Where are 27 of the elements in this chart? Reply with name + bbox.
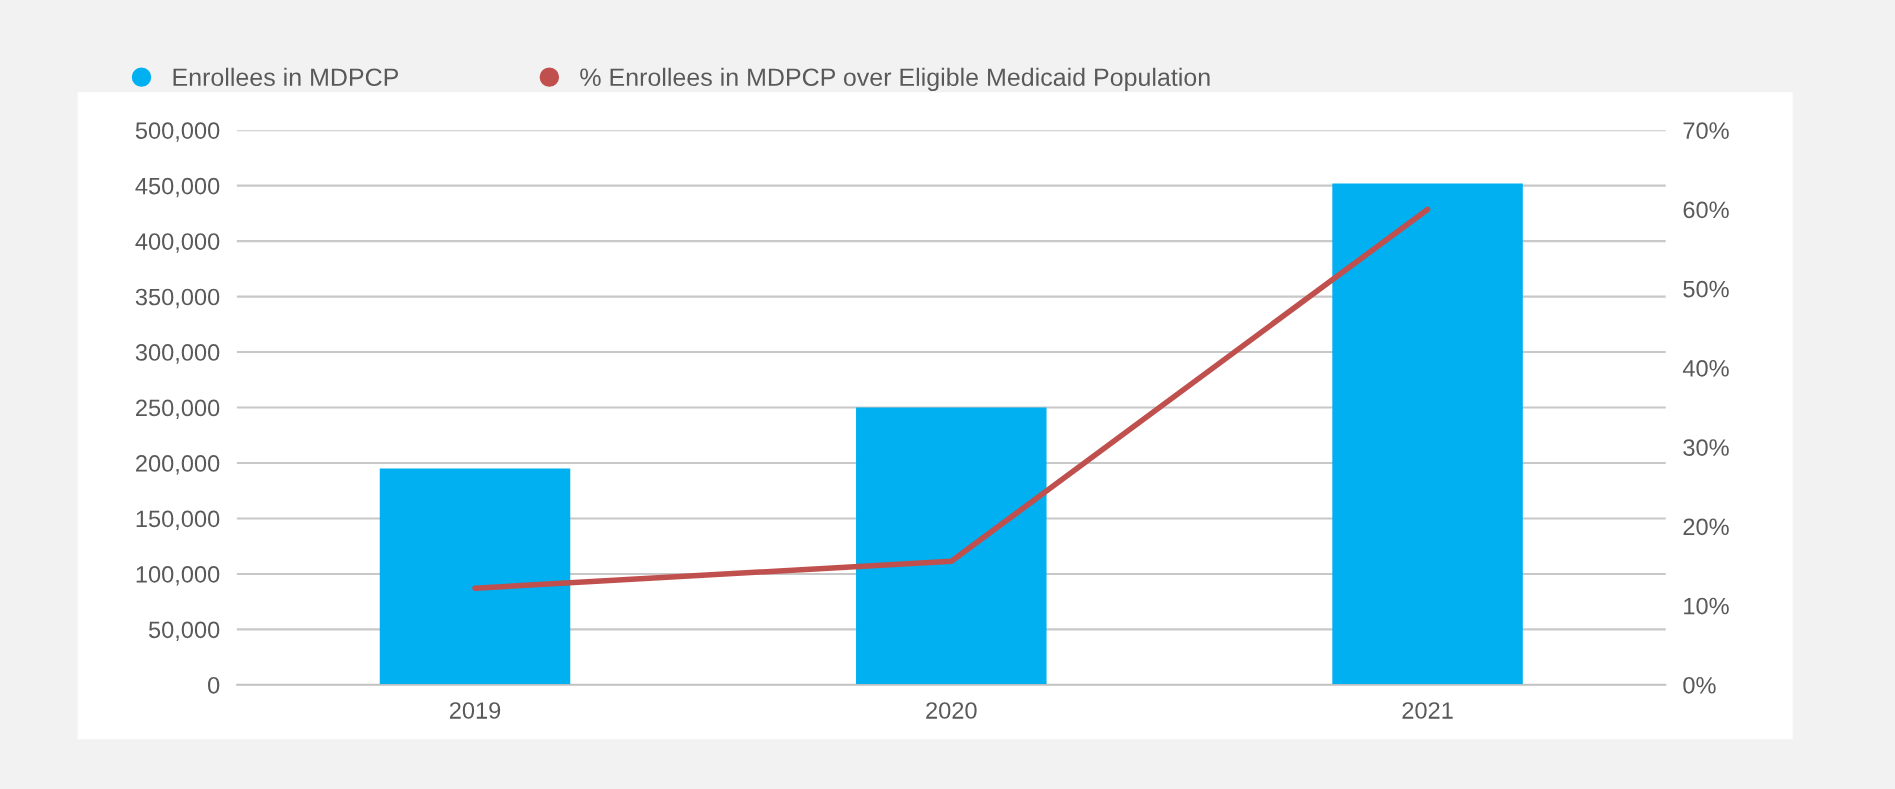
y2-tick-label: 30% — [1683, 439, 1729, 456]
y-tick-label: 100,000 — [136, 565, 220, 586]
y-tick-label: 0 — [208, 676, 220, 694]
y-tick-label: 150,000 — [136, 510, 220, 531]
y-tick-label: 50,000 — [148, 621, 220, 641]
y2-tick-label: 70% — [1683, 122, 1729, 139]
bar — [856, 407, 1047, 685]
y-tick-label: 450,000 — [135, 177, 220, 198]
y2-tick-label: 60% — [1683, 201, 1729, 219]
y2-tick-label: 20% — [1683, 518, 1729, 536]
x-tick-label: 2020 — [926, 702, 977, 719]
bar — [1332, 183, 1523, 685]
y-tick-label: 350,000 — [135, 288, 220, 309]
bar — [379, 468, 571, 685]
y-tick-label: 250,000 — [136, 399, 220, 420]
y2-tick-label: 40% — [1682, 359, 1729, 377]
x-tick-label: 2021 — [1402, 702, 1453, 719]
y-tick-label: 200,000 — [136, 455, 220, 475]
legend-label: % Enrollees in MDPCP over Eligible Medicaid Population — [580, 67, 1210, 92]
y2-tick-label: 50% — [1683, 280, 1729, 298]
y2-tick-label: 10% — [1684, 597, 1729, 615]
y-tick-label: 300,000 — [135, 344, 220, 364]
legend-label: Enrollees in MDPCP — [173, 67, 399, 87]
x-tick-label: 2019 — [449, 702, 501, 719]
y-tick-label: 500,000 — [135, 122, 220, 142]
y-tick-label: 400,000 — [135, 233, 220, 253]
y2-tick-label: 0% — [1683, 676, 1716, 694]
